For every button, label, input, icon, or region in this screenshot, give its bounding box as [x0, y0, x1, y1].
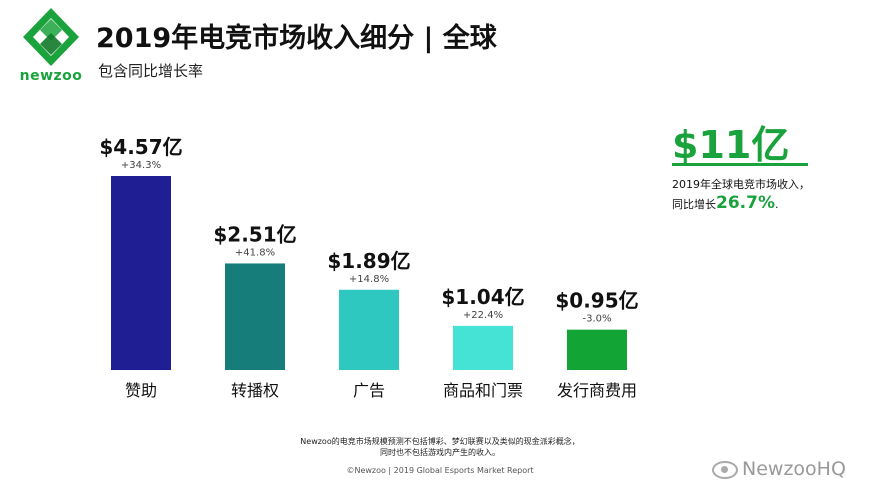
- bar-growth-label-5: -3.0%: [582, 314, 611, 325]
- category-label-1: 赞助: [125, 381, 157, 400]
- category-label-5: 发行商费用: [557, 381, 637, 400]
- source-credit: ©Newzoo | 2019 Global Esports Market Rep…: [346, 466, 534, 475]
- bar-growth-label-4: +22.4%: [463, 310, 503, 321]
- total-revenue-value: $11亿: [672, 123, 790, 167]
- bar-value-label-5: $0.95亿: [555, 289, 638, 313]
- bar-growth-label-1: +34.3%: [121, 160, 161, 171]
- bar-5: [567, 329, 627, 370]
- bar-value-label-4: $1.04亿: [441, 285, 524, 309]
- total-growth-suffix: .: [774, 198, 779, 211]
- newzoo-logo-mark: [23, 8, 79, 66]
- bar-3: [339, 289, 399, 370]
- bar-growth-label-2: +41.8%: [235, 247, 275, 258]
- bar-value-label-2: $2.51亿: [213, 222, 296, 246]
- watermark: NewzooHQ: [712, 458, 846, 480]
- newzoo-logo: newzoo: [18, 6, 84, 90]
- page-subtitle: 包含同比增长率: [98, 62, 204, 80]
- category-label-4: 商品和门票: [443, 381, 523, 400]
- newzoo-logo-text: newzoo: [19, 68, 83, 84]
- bar-1: [111, 176, 171, 370]
- total-growth-value: 26.7%: [716, 193, 775, 213]
- footnote-line1: Newzoo的电竞市场规模预测不包括博彩、梦幻联赛以及类似的现金派彩概念，: [300, 437, 580, 446]
- footnote-line2: 同时也不包括游戏内产生的收入。: [380, 448, 500, 457]
- total-underline: [672, 163, 808, 166]
- watermark-text: NewzooHQ: [742, 458, 846, 480]
- total-growth-prefix: 同比增长: [672, 198, 716, 211]
- bar-4: [453, 325, 513, 370]
- bar-2: [225, 263, 285, 370]
- total-description-line1: 2019年全球电竞市场收入，: [672, 178, 810, 191]
- bar-value-label-1: $4.57亿: [99, 135, 182, 159]
- bar-value-label-3: $1.89亿: [327, 249, 410, 273]
- bar-growth-label-3: +14.8%: [349, 274, 389, 285]
- category-label-2: 转播权: [231, 381, 279, 400]
- total-description-line2: 同比增长26.7%.: [672, 193, 778, 213]
- weibo-eye-icon: [712, 460, 738, 479]
- page-title: 2019年电竞市场收入细分 | 全球: [96, 23, 497, 54]
- category-label-3: 广告: [353, 381, 385, 400]
